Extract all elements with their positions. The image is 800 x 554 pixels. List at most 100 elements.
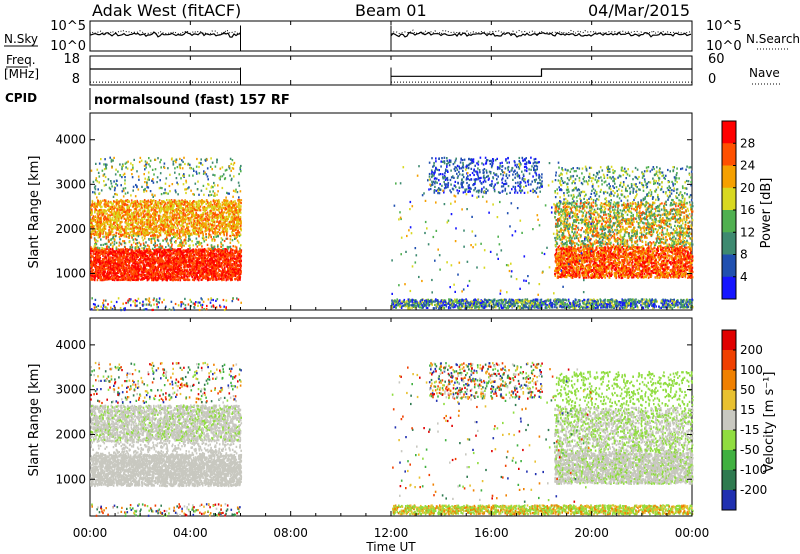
power-cell (225, 260, 228, 263)
power-cell (140, 214, 142, 217)
power-cell (144, 253, 147, 256)
power-cell (143, 208, 146, 211)
power-cell (166, 223, 169, 226)
power-cell (127, 260, 130, 263)
power-cell (108, 223, 111, 227)
power-cell (193, 254, 195, 257)
power-cell (201, 274, 203, 278)
power-cell (106, 272, 108, 275)
power-cell (231, 249, 233, 252)
power-cell (157, 277, 159, 280)
power-cell (148, 269, 151, 272)
power-cell (228, 263, 230, 266)
power-cell (90, 258, 92, 261)
power-cell (138, 268, 140, 271)
power-cell (181, 199, 183, 202)
power-cell (211, 215, 213, 218)
power-cell (145, 248, 148, 251)
power-cell (94, 215, 97, 218)
power-cell (95, 250, 98, 253)
power-cell (192, 274, 195, 277)
power-cell (94, 230, 97, 233)
power-cell (127, 251, 130, 254)
power-cell (233, 251, 236, 254)
power-cell (237, 256, 239, 259)
power-cell (160, 275, 163, 279)
power-cell (131, 219, 134, 222)
power-cell (208, 260, 210, 263)
power-cell (107, 266, 110, 269)
power-cell (177, 248, 180, 251)
power-cell (135, 225, 137, 229)
power-cell (164, 221, 166, 224)
power-cell (233, 274, 235, 277)
power-cell (207, 267, 209, 270)
freq-label: Freq. (6, 53, 36, 67)
power-cell (218, 228, 221, 232)
power-cell (158, 228, 161, 232)
power-cell (204, 248, 207, 251)
power-cell (108, 207, 110, 210)
power-cell (163, 268, 165, 271)
power-cell (157, 257, 159, 260)
power-cell (233, 260, 236, 264)
power-cell (134, 275, 136, 278)
power-cell (135, 227, 138, 230)
power-cell (122, 268, 124, 271)
power-cell (178, 268, 181, 271)
power-cell (164, 275, 167, 278)
power-cell (153, 265, 155, 268)
power-cell (166, 253, 168, 256)
power-cell (209, 271, 212, 274)
power-cell (147, 278, 150, 281)
power-cell (139, 260, 141, 263)
power-cell (196, 261, 199, 264)
power-cell (235, 272, 237, 275)
power-cell (150, 269, 152, 272)
power-cell (92, 255, 94, 258)
power-cell (185, 217, 188, 220)
power-cell (220, 210, 223, 213)
power-cell (224, 276, 227, 279)
power-cell (119, 278, 121, 282)
power-cell (166, 209, 168, 212)
power-cell (143, 254, 146, 257)
power-cell (151, 265, 154, 268)
power-cell (175, 250, 178, 253)
power-cell (112, 216, 114, 219)
power-cell (200, 257, 203, 260)
power-cell (103, 221, 106, 224)
power-cell (123, 269, 126, 272)
power-cell (120, 262, 123, 265)
power-cell (216, 257, 218, 260)
power-cell (137, 259, 140, 262)
power-cell (143, 258, 146, 261)
power-cell (171, 267, 173, 270)
power-cell (229, 270, 231, 273)
power-cell (96, 255, 98, 258)
power-cell (126, 257, 128, 260)
power-cell (186, 255, 189, 258)
power-cell (124, 260, 127, 263)
power-cell (109, 260, 112, 263)
power-cell (211, 268, 214, 272)
power-cell (169, 274, 172, 277)
power-cell (202, 269, 205, 272)
power-cell (101, 265, 104, 268)
power-cell (113, 252, 115, 256)
power-cell (207, 274, 209, 277)
power-cell (235, 261, 238, 264)
power-cell (222, 260, 225, 263)
power-cell (209, 254, 212, 257)
power-cell (240, 255, 243, 258)
power-cell (232, 201, 235, 204)
power-cell (232, 206, 234, 209)
power-cell (92, 275, 94, 278)
power-cell (169, 255, 172, 258)
power-cell (180, 259, 183, 262)
power-cell (135, 248, 137, 251)
power-cell (237, 264, 239, 267)
power-cell (143, 217, 146, 220)
power-cell (224, 274, 226, 277)
